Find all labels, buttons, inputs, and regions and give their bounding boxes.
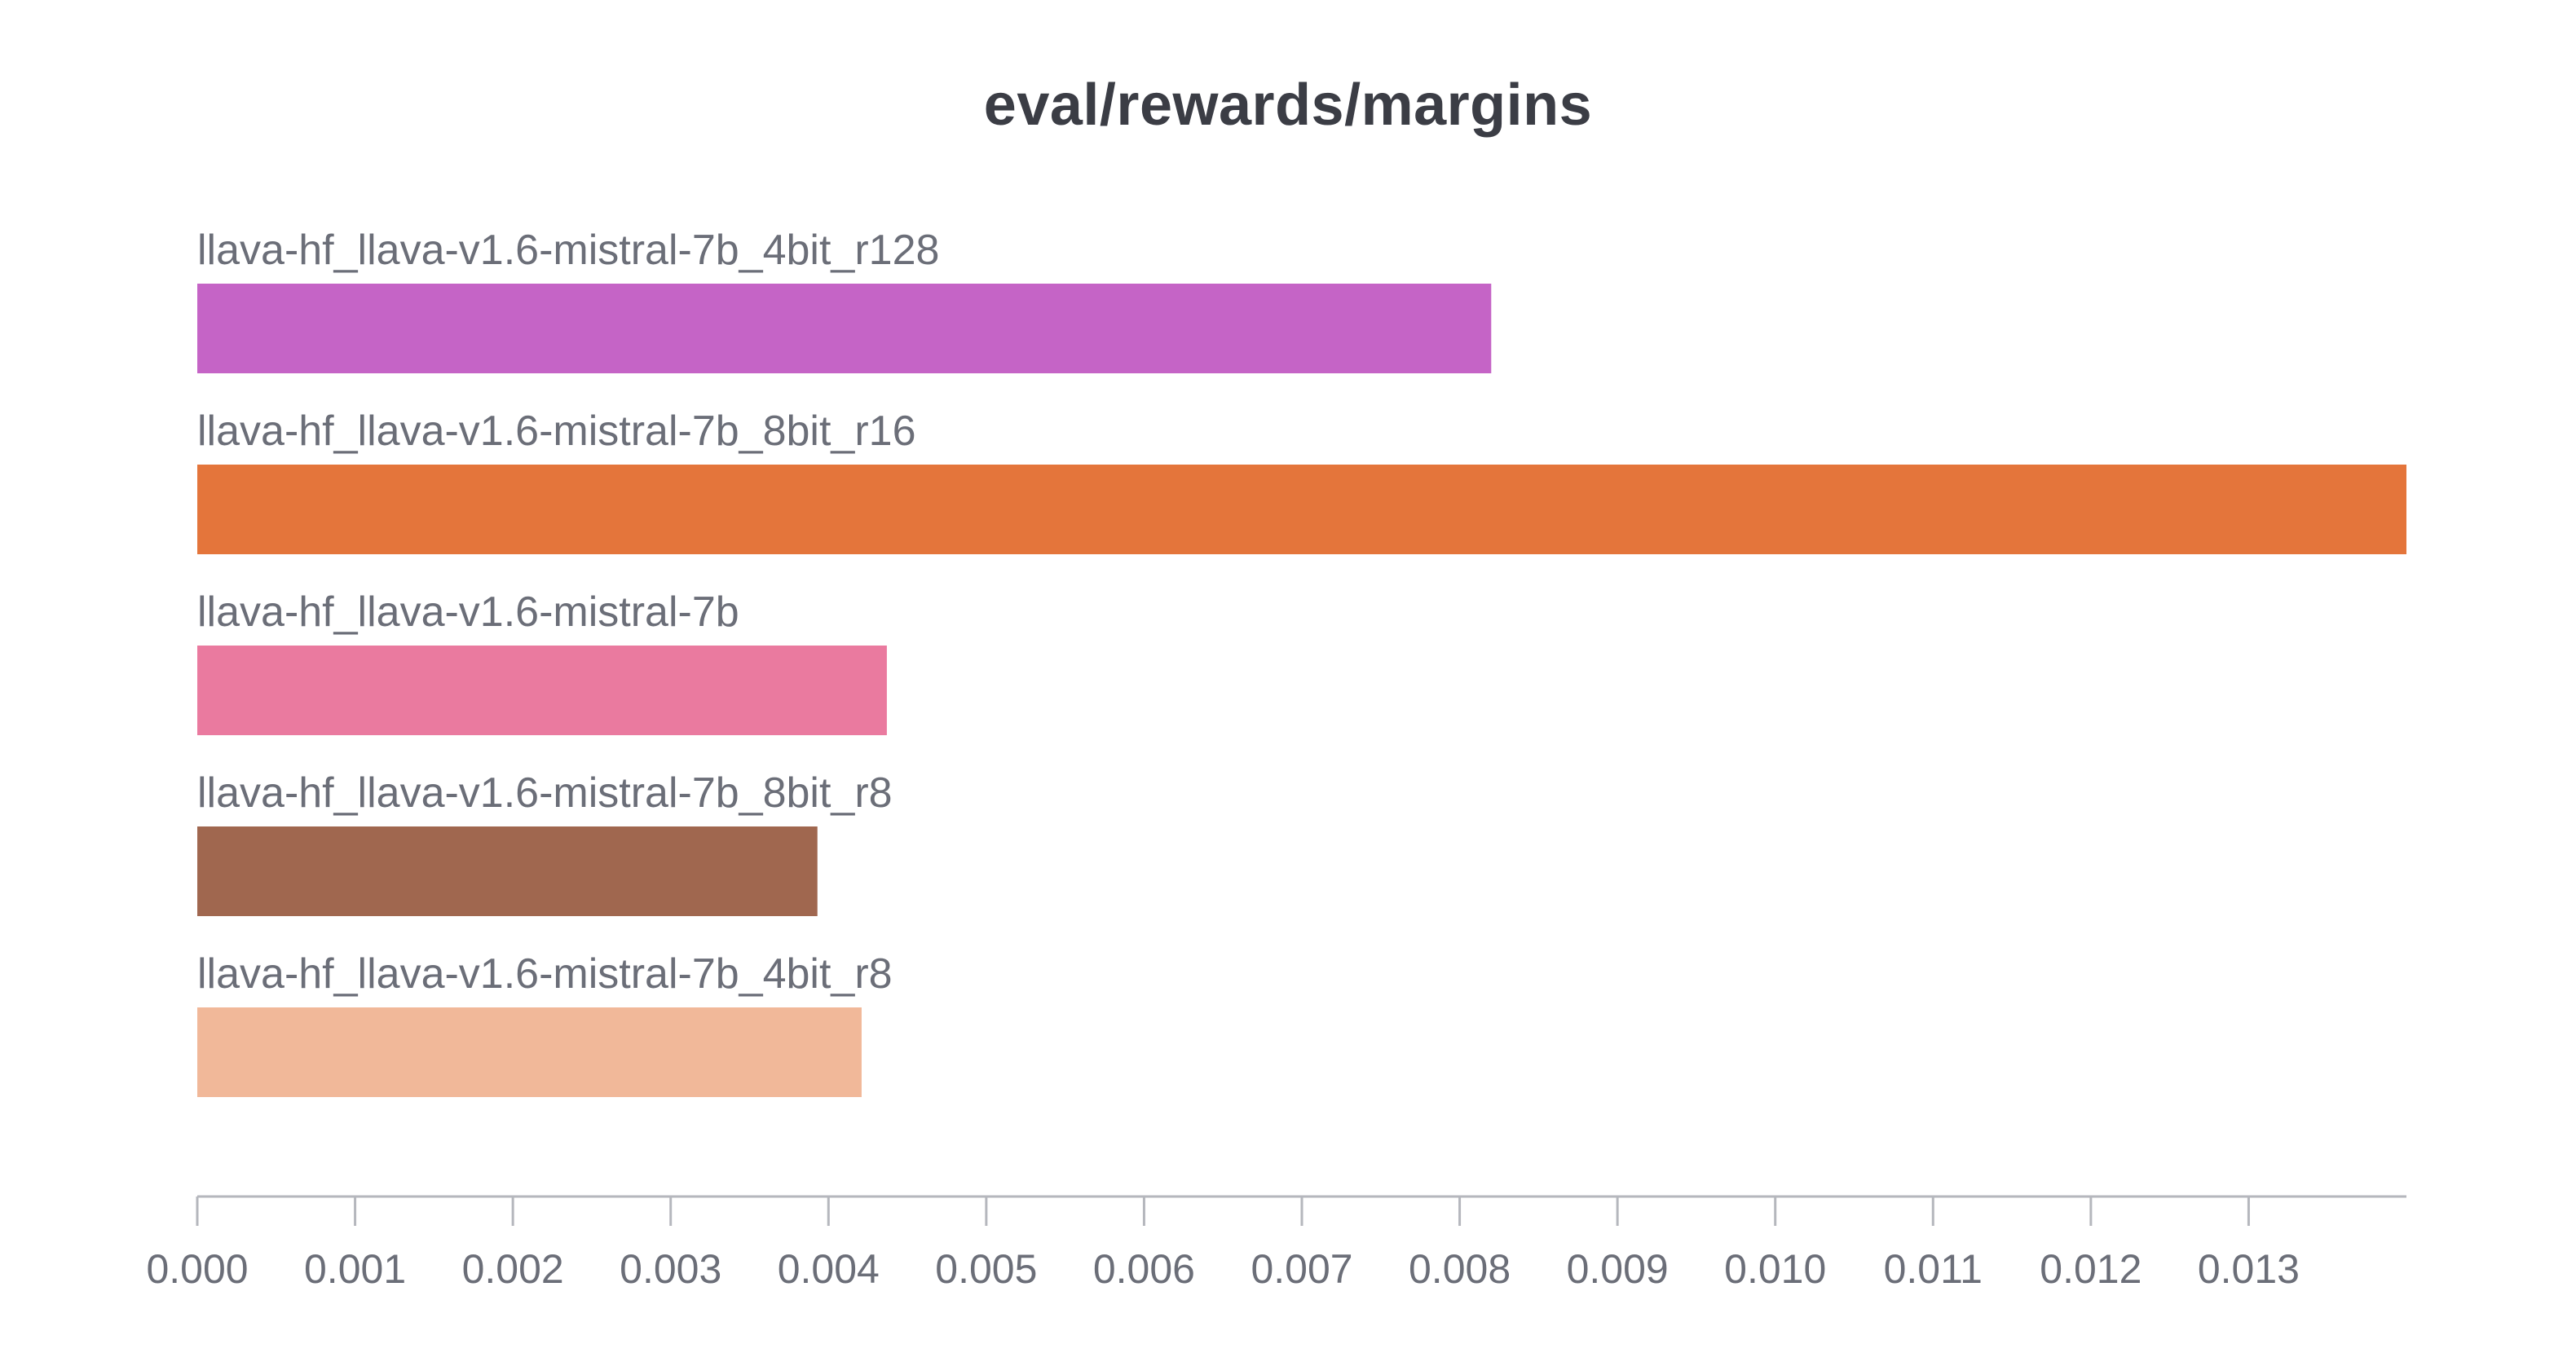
x-tick-label: 0.000 (146, 1246, 248, 1292)
x-tick-label: 0.004 (778, 1246, 880, 1292)
x-tick-label: 0.012 (2040, 1246, 2142, 1292)
x-tick-label: 0.009 (1567, 1246, 1669, 1292)
x-tick-label: 0.013 (2198, 1246, 2300, 1292)
x-tick-label: 0.008 (1409, 1246, 1511, 1292)
bar[interactable] (197, 1007, 862, 1097)
x-tick-label: 0.002 (462, 1246, 564, 1292)
bar-label: llava-hf_llava-v1.6-mistral-7b_8bit_r16 (197, 408, 916, 455)
x-tick-label: 0.006 (1093, 1246, 1195, 1292)
x-tick-label: 0.007 (1251, 1246, 1352, 1292)
bars-layer: llava-hf_llava-v1.6-mistral-7b_4bit_r128… (197, 227, 2406, 1097)
bar-label: llava-hf_llava-v1.6-mistral-7b_4bit_r8 (197, 950, 893, 998)
chart-title: eval/rewards/margins (983, 73, 1593, 138)
x-tick-label: 0.003 (620, 1246, 721, 1292)
x-tick-label: 0.010 (1724, 1246, 1826, 1292)
bar-label: llava-hf_llava-v1.6-mistral-7b (197, 588, 739, 636)
bar-label: llava-hf_llava-v1.6-mistral-7b_8bit_r8 (197, 769, 893, 817)
bar[interactable] (197, 284, 1492, 373)
bar[interactable] (197, 826, 818, 916)
x-axis: 0.000 0.001 0.002 0.003 0.004 0.005 0.006 0.007… (146, 1195, 2406, 1292)
x-tick-label: 0.005 (935, 1246, 1037, 1292)
bar[interactable] (197, 646, 887, 735)
bar-label: llava-hf_llava-v1.6-mistral-7b_4bit_r128 (197, 227, 939, 274)
x-tick-label: 0.001 (304, 1246, 406, 1292)
bar[interactable] (197, 465, 2406, 554)
x-tick-label: 0.011 (1884, 1246, 1983, 1292)
